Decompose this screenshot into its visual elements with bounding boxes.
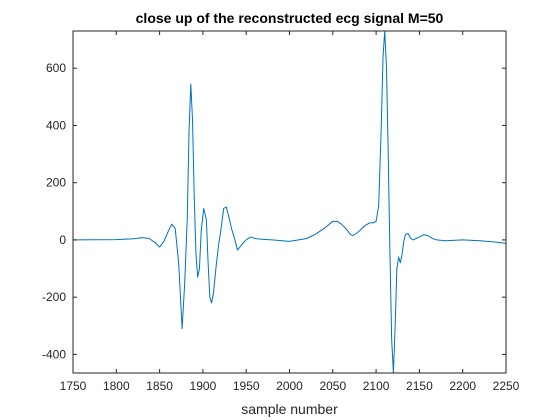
y-tick-label: -400 xyxy=(42,347,66,361)
x-tick-label: 1800 xyxy=(103,379,130,393)
y-tick-label: 600 xyxy=(46,61,66,75)
x-tick-label: 1900 xyxy=(190,379,217,393)
x-tick-label: 1850 xyxy=(146,379,173,393)
x-axis-label: sample number xyxy=(241,401,338,417)
x-tick-label: 2050 xyxy=(319,379,346,393)
x-tick-label: 2200 xyxy=(449,379,476,393)
plot-background xyxy=(73,31,506,373)
x-tick-label: 1950 xyxy=(233,379,260,393)
x-tick-label: 2250 xyxy=(493,379,520,393)
series-group xyxy=(72,30,507,374)
plot-area xyxy=(73,31,506,373)
x-ticks: 1750 1800 1850 1900 1950 2000 2050 2100 2150 2200… xyxy=(60,31,520,393)
y-tick-label: 200 xyxy=(46,176,66,190)
y-tick-label: 400 xyxy=(46,118,66,132)
x-tick-label: 2150 xyxy=(406,379,433,393)
y-tick-label: 0 xyxy=(59,233,66,247)
chart-title: close up of the reconstructed ecg signal… xyxy=(136,10,444,26)
y-tick-label: -200 xyxy=(42,290,66,304)
y-ticks: -400 -200 0 200 400 600 xyxy=(42,61,506,361)
x-tick-label: 2100 xyxy=(363,379,390,393)
x-tick-label: 1750 xyxy=(60,379,87,393)
x-tick-label: 2000 xyxy=(276,379,303,393)
series-line-0 xyxy=(72,30,507,374)
